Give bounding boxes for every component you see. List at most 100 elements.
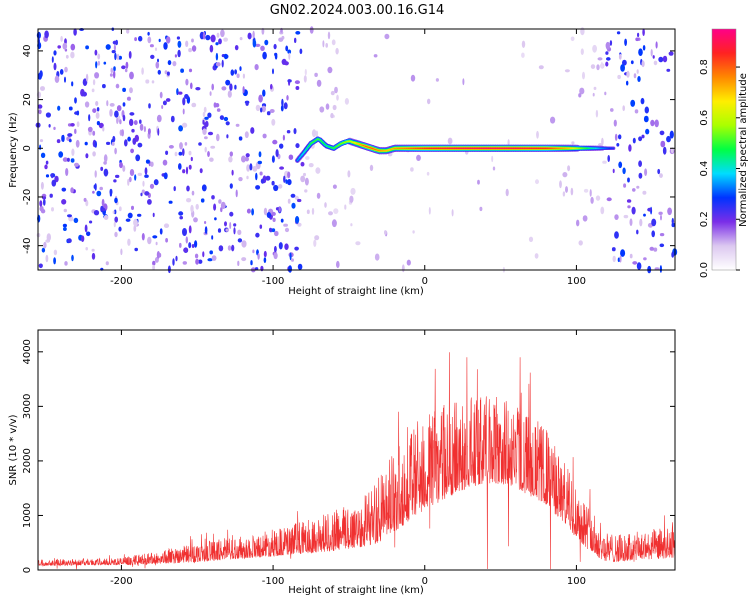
spectrogram-cell [641,60,645,68]
spectrogram-cell [144,167,148,175]
spectrogram-cell [384,230,387,235]
spectrogram-cell [246,208,251,214]
spectrogram-cell [491,155,494,163]
colorbar-tick-label: 0.0 [699,262,710,278]
spectrogram-cell [636,229,639,235]
spectrogram-cell [161,105,164,109]
spectrogram-cell [204,136,208,140]
spectrogram-cell [227,90,232,98]
spectrogram-cell [565,186,568,193]
spectrogram-cell [218,38,222,45]
spectrogram-cell [614,214,619,221]
spectrogram-cell [93,210,100,216]
spectrogram-cell [51,207,54,212]
spectrogram-cell [412,230,415,234]
spectrogram-cell [133,225,137,232]
spectrogram-cell [660,214,662,221]
spectrogram-cell [82,91,87,97]
spectrogram-cell [304,189,308,193]
spectrogram-cell [654,119,659,128]
spectrogram-cell [255,185,261,190]
spectrogram-cell [95,61,98,69]
spectrogram-cell [669,130,674,139]
spectrogram-cell [593,86,597,90]
spectrogram-cell [182,169,186,174]
spectrogram-cell [260,107,263,113]
spectrogram-cell [188,242,192,249]
spectrogram-cell [114,197,118,204]
spectrogram-cell [82,78,88,86]
spectrogram-cell [286,130,291,134]
spectrogram-cell [106,100,109,107]
spectrogram-cell [234,69,238,75]
spectrogram-cell [71,81,74,87]
spectrogram-cell [166,71,170,76]
spectrogram-cell [262,133,267,139]
spectrogram-cell [62,157,68,162]
spectrogram-cell [185,40,189,47]
spectrogram-cell [110,67,114,74]
spectrogram-cell [258,151,262,158]
spectrogram-cell [218,199,222,204]
spectrogram-cell [53,62,57,71]
spectrogram-cell [61,187,67,192]
spectrogram-cell [172,61,177,67]
spectrogram-cell [350,223,353,227]
spectrogram-cell [592,44,597,53]
y-tick-label: -40 [22,237,33,253]
spectrogram-cell [218,245,224,252]
spectrogram-cell [350,187,356,195]
spectrogram-cell [638,48,643,56]
spectrogram-cell [97,60,101,66]
spectrogram-cell [260,45,265,51]
spectrogram-cell [147,31,150,36]
spectrogram-cell [314,72,318,77]
spectrogram-cell [63,227,67,231]
spectrogram-cell [152,264,156,271]
spectrogram-cell [209,44,214,53]
spectrogram-cell [435,78,439,82]
spectrogram-cell [233,223,237,227]
spectrogram-cell [84,101,90,108]
spectrogram-cell [284,227,290,233]
spectrogram-cell [327,31,331,40]
x-tick-label: 0 [422,576,428,587]
spectrogram-cell [559,180,562,189]
spectrogram-cell [62,42,68,50]
spectrogram-cell [211,255,217,261]
colorbar-tick-label: 0.8 [699,59,710,75]
spectrogram-cell [334,86,338,94]
spectrogram-cell [138,35,143,42]
spectrogram-cell [194,253,199,259]
spectrogram-cell [294,37,297,44]
snr-xlabel: Height of straight line (km) [288,585,424,596]
spectrogram-cell [287,79,292,83]
spectrogram-cell [115,174,120,178]
spectrogram-cell [278,206,281,213]
spectrogram-cell [85,153,89,159]
spectrogram-cell [70,51,75,59]
spectrogram-cell [190,156,193,162]
spectrogram-cell [105,261,109,266]
spectrogram-cell [662,146,667,155]
spectrogram-cell [126,28,130,34]
spectrogram-cell [426,171,430,176]
spectrogram-cell [176,36,180,40]
spectrogram-cell [188,150,192,156]
spectrogram-cell [204,146,207,153]
spectrogram-cell [273,43,277,50]
spectrogram-cell [246,164,251,172]
spectrogram-cell [68,106,73,111]
spectrogram-cell [157,58,159,63]
spectrogram-cell [645,128,650,135]
spectrogram-cell [122,102,126,107]
spectrogram-cell [85,247,88,251]
spectrogram-cell [191,102,197,108]
spectrogram-cell [261,27,265,35]
spectrogram-cell [182,108,185,115]
spectrogram-cell [295,86,300,90]
spectrogram-cell [168,145,174,149]
snr-frame [37,329,676,571]
spectrogram-cell [228,156,233,163]
spectrogram-cell [67,133,73,137]
